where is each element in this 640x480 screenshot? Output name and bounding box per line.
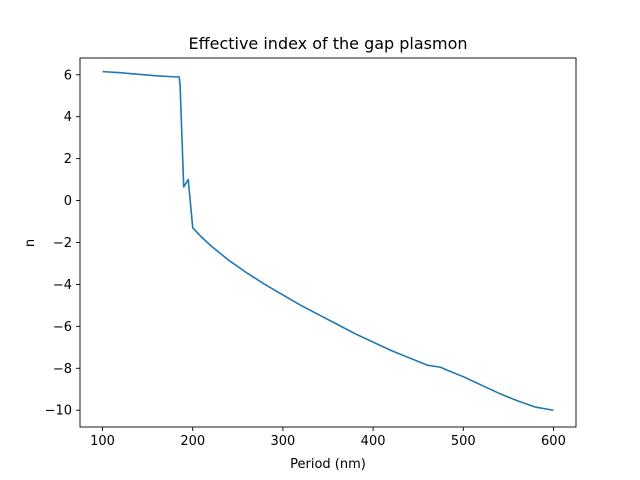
y-tick-label: 2 (64, 152, 72, 167)
y-tick-label: −8 (53, 362, 72, 377)
x-tick-label: 100 (90, 434, 115, 449)
x-tick-label: 500 (451, 434, 476, 449)
x-axis-label: Period (nm) (290, 457, 366, 472)
y-tick-label: −6 (53, 320, 72, 335)
y-axis-label: n (23, 239, 38, 247)
y-tick-label: −4 (53, 278, 72, 293)
y-tick-label: 0 (64, 194, 72, 209)
y-tick-label: 6 (64, 68, 72, 83)
x-tick-label: 600 (541, 434, 566, 449)
y-tick-label: −10 (45, 404, 72, 419)
axes-frame (79, 57, 577, 428)
y-tick-label: 4 (64, 110, 72, 125)
x-tick-label: 400 (361, 434, 386, 449)
x-tick-label: 200 (180, 434, 205, 449)
series-line-0 (102, 70, 554, 412)
plot-area: 100 200 300 400 500 600 6 4 2 0 −2 −4 −6 −8 −10 (45, 57, 577, 449)
x-tick-label: 300 (270, 434, 295, 449)
y-tick-label: −2 (53, 236, 72, 251)
chart-title: Effective index of the gap plasmon (188, 34, 467, 53)
